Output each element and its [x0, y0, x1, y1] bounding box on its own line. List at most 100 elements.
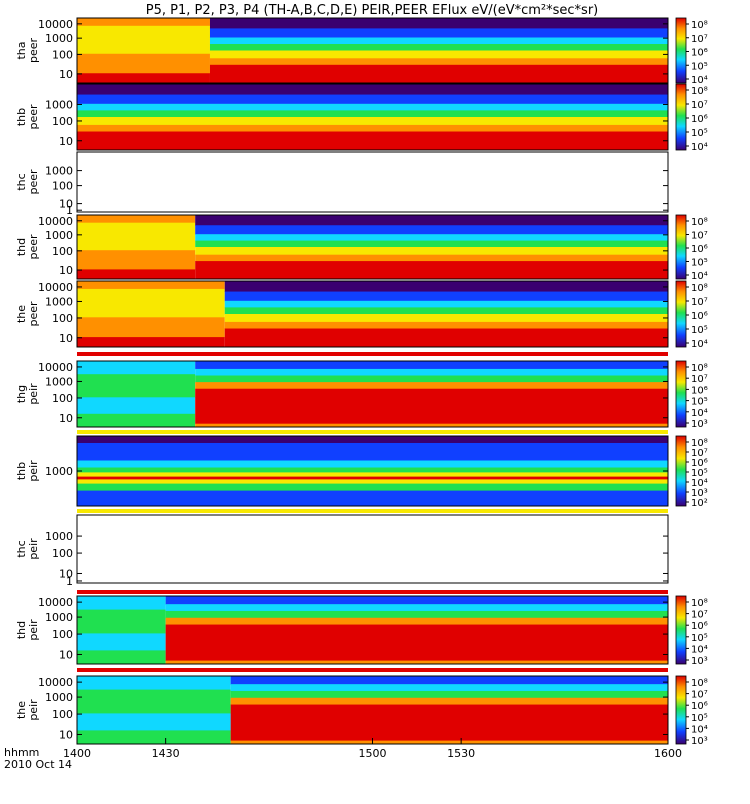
thg-peir-pre-band-2: [77, 397, 196, 415]
thd-peer-post-band-4: [195, 247, 668, 256]
thb-peer-post-band-4: [77, 117, 668, 126]
quality-strip-4: [77, 668, 668, 672]
thd-peir-cbar-label-0: 10⁸: [691, 598, 708, 609]
thg-peir-cbar-label-0: 10⁸: [691, 363, 708, 374]
thg-peir-post-band-3: [195, 382, 668, 390]
the-peir-cbar-label-2: 10⁶: [691, 701, 708, 712]
thc-peir-ytick-label-2: 10: [59, 567, 73, 580]
thc-peir-frame: [76, 514, 669, 584]
thb-peir-post-band-3: [77, 467, 668, 473]
thd-peer-cbar-label-3: 10⁵: [691, 258, 708, 269]
thg-peir-pre-band-0: [77, 361, 196, 375]
the-peer-post-band-4: [224, 314, 668, 323]
thc-peer-frame: [76, 151, 669, 213]
thd-peer-ytick-label-2: 100: [52, 245, 73, 258]
the-peir-pre-band-0: [77, 676, 231, 691]
thb-peir-ytick-label-0: 1000: [45, 465, 73, 478]
thb-peer-probe-name: thb: [15, 108, 28, 126]
the-peer-instrument-name: peer: [27, 301, 40, 327]
tha-peer-ytick-label-2: 100: [52, 48, 73, 61]
the-peir-pre-band-1: [77, 689, 231, 714]
thd-peer-post-band-3: [195, 240, 668, 248]
tha-peer-cbar-label-1: 10⁷: [691, 34, 708, 45]
thb-peir-probe-name: thb: [15, 462, 28, 480]
xtick-label-2: 1500: [359, 747, 387, 760]
thd-peir-cbar-label-5: 10³: [691, 656, 708, 667]
thb-peir-cbar-label-3: 10⁵: [691, 468, 708, 479]
thc-peer-label: thcpeer: [15, 169, 40, 195]
thd-peer-cbar-label-4: 10⁴: [691, 271, 708, 282]
xtick-label-4: 1600: [654, 747, 682, 760]
panel-thc-peir: 1000 100 101 thcpeir: [15, 514, 669, 588]
thd-peer-pre-band-0: [77, 215, 196, 224]
the-peir-cbar-label-3: 10⁵: [691, 713, 708, 724]
thb-peer-instrument-name: peer: [27, 104, 40, 130]
date-label: 2010 Oct 14: [4, 758, 72, 771]
the-peer-cbar-label-3: 10⁵: [691, 325, 708, 336]
thd-peer-cbar-label-2: 10⁶: [691, 244, 708, 255]
thd-peer-pre-band-3: [77, 269, 196, 280]
thg-peir-pre-band-1: [77, 374, 196, 398]
tha-peer-cbar-label-2: 10⁶: [691, 48, 708, 59]
thb-peer-post-band-2: [77, 103, 668, 111]
thg-peir-cbar-label-5: 10³: [691, 419, 708, 430]
thd-peer-cbar-label-1: 10⁷: [691, 231, 708, 242]
tha-peer-frame: [76, 17, 669, 84]
thb-peir-instrument-name: peir: [27, 460, 40, 482]
thd-peer-post-band-1: [195, 225, 668, 235]
the-peir-cbar-label-0: 10⁸: [691, 678, 708, 689]
the-peir-post-band-0: [230, 676, 668, 685]
thd-peir-instrument-name: peir: [27, 619, 40, 641]
the-peer-post-band-1: [224, 291, 668, 302]
the-peer-frame: [76, 280, 669, 348]
thd-peir-colorbar: [675, 595, 687, 665]
thd-peir-ytick-label-0: 10000: [38, 596, 73, 609]
panel-thb-peer: 1000 100 10 thbpeer 10⁸ 10⁷ 10⁶ 10⁵ 10⁴: [15, 83, 708, 153]
the-peir-label: thepeir: [15, 699, 40, 721]
the-peer-post-band-6: [224, 328, 668, 348]
thb-peer-post-band-1: [77, 94, 668, 105]
tha-peer-post-band-5: [209, 58, 668, 66]
tha-peer-post-band-6: [209, 64, 668, 84]
tha-peer-ytick-label-1: 1000: [45, 32, 73, 45]
thg-peir-frame: [76, 360, 669, 428]
thb-peir-cbar-label-5: 10³: [691, 488, 708, 499]
the-peir-post-band-5: [230, 740, 668, 745]
tha-peer-post-band-2: [209, 37, 668, 45]
thg-peir-ytick-label-2: 100: [52, 392, 73, 405]
thb-peer-cbar-label-0: 10⁸: [691, 86, 708, 97]
thc-peer-ytick-label-2: 10: [59, 198, 73, 211]
tha-peer-pre-band-2: [77, 53, 210, 74]
the-peir-post-band-2: [230, 690, 668, 699]
thg-peir-post-band-1: [195, 368, 668, 377]
thg-peir-post-band-4: [195, 388, 668, 425]
time-axis-label: hhmm: [4, 746, 39, 759]
quality-strip-2: [77, 509, 668, 513]
thg-peir-cbar-label-1: 10⁷: [691, 374, 708, 385]
thb-peir-post-band-7: [77, 483, 668, 492]
the-peer-cbar-label-2: 10⁶: [691, 311, 708, 322]
the-peer-cbar-label-1: 10⁷: [691, 297, 708, 308]
thd-peer-probe-name: thd: [15, 238, 28, 256]
tha-peer-pre-band-0: [77, 18, 210, 27]
the-peir-ytick-label-2: 100: [52, 708, 73, 721]
thb-peir-post-band-1: [77, 443, 668, 461]
thb-peir-cbar-label-4: 10⁴: [691, 478, 708, 489]
thb-peir-post-band-4: [77, 472, 668, 478]
thb-peer-cbar-label-2: 10⁶: [691, 114, 708, 125]
thg-peir-cbar-label-2: 10⁶: [691, 385, 708, 396]
thd-peir-frame: [76, 595, 669, 665]
thg-peir-instrument-name: peir: [27, 383, 40, 405]
thd-peir-pre-band-0: [77, 596, 166, 611]
tha-peer-pre-band-3: [77, 73, 210, 84]
tha-peer-ytick-label-3: 10: [59, 68, 73, 81]
thd-peir-post-band-0: [165, 596, 668, 605]
the-peer-post-band-3: [224, 307, 668, 315]
thd-peer-ytick-label-1: 1000: [45, 229, 73, 242]
thb-peer-ytick-label-0: 1000: [45, 98, 73, 111]
thg-peir-ytick-label-1: 1000: [45, 375, 73, 388]
